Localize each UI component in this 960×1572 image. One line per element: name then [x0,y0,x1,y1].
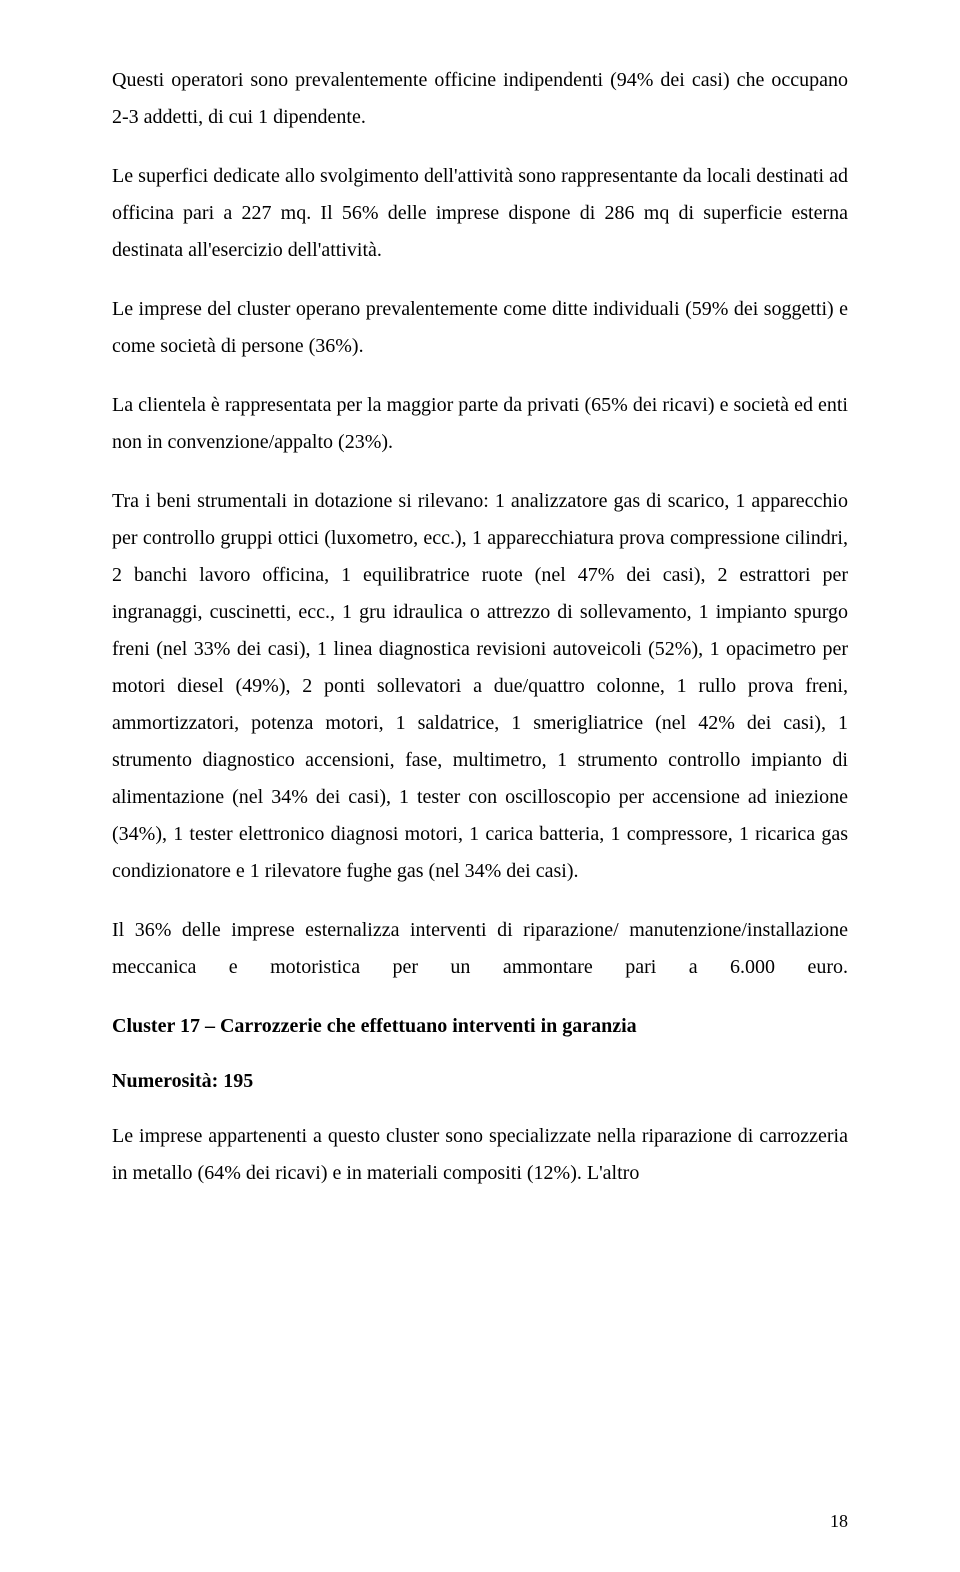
document-page: Questi operatori sono prevalentemente of… [0,0,960,1572]
paragraph: Questi operatori sono prevalentemente of… [112,62,848,136]
section-heading: Cluster 17 – Carrozzerie che effettuano … [112,1008,848,1045]
paragraph: Il 36% delle imprese esternalizza interv… [112,912,848,986]
page-number: 18 [830,1511,848,1532]
section-subheading: Numerosità: 195 [112,1063,848,1100]
paragraph: Le imprese appartenenti a questo cluster… [112,1118,848,1192]
paragraph: Tra i beni strumentali in dotazione si r… [112,483,848,890]
paragraph: Le superfici dedicate allo svolgimento d… [112,158,848,269]
paragraph: Le imprese del cluster operano prevalent… [112,291,848,365]
paragraph: La clientela è rappresentata per la magg… [112,387,848,461]
